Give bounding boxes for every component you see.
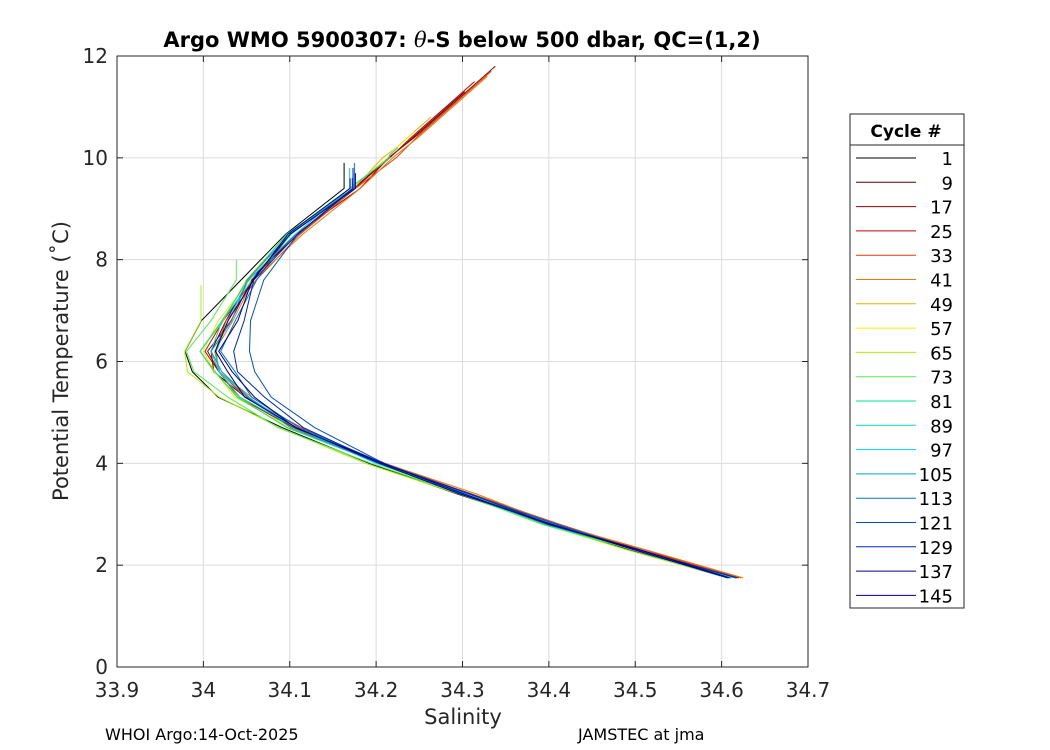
legend-label-65: 65 <box>930 343 953 364</box>
legend-label-33: 33 <box>930 246 953 267</box>
legend-entries: 1 9 17 25 33 41 49 57 65 73 81 89 97 105 113 121 129 137 1… <box>856 149 953 607</box>
x-tick-label: 34.4 <box>527 678 572 702</box>
y-axis-label: Potential Temperature (˚C) <box>49 221 73 501</box>
x-tick-label: 34.3 <box>440 678 485 702</box>
x-axis-label: Salinity <box>424 705 502 729</box>
legend-title: Cycle # <box>870 122 941 142</box>
legend-label-1: 1 <box>942 149 953 170</box>
title-prefix: Argo WMO 5900307: <box>163 28 414 52</box>
legend-label-25: 25 <box>930 222 953 243</box>
legend-label-73: 73 <box>930 368 953 389</box>
x-tick-label: 33.9 <box>95 678 140 702</box>
y-tick-label: 10 <box>83 146 108 170</box>
chart-title: Argo WMO 5900307: θ-S below 500 dbar, QC… <box>163 28 760 52</box>
legend-label-121: 121 <box>919 514 953 535</box>
title-theta: θ <box>414 28 427 52</box>
y-tick-label: 2 <box>95 553 108 577</box>
x-tick-label: 34 <box>191 678 216 702</box>
legend-box <box>849 113 965 609</box>
legend-label-41: 41 <box>930 271 953 292</box>
x-tick-label: 34.6 <box>699 678 744 702</box>
series-line-cycle-145 <box>214 178 729 579</box>
series-line-cycle-137 <box>218 173 730 579</box>
y-tick-label: 8 <box>95 248 108 272</box>
series-line-cycle-41 <box>214 76 744 579</box>
legend-label-113: 113 <box>919 489 953 510</box>
legend-label-57: 57 <box>930 319 953 340</box>
y-tick-label: 6 <box>95 350 108 374</box>
legend-label-81: 81 <box>930 392 953 413</box>
legend-label-137: 137 <box>919 562 953 583</box>
title-suffix: -S below 500 dbar, QC=(1,2) <box>427 28 761 52</box>
series-group <box>184 65 744 579</box>
x-tick-label: 34.5 <box>613 678 658 702</box>
legend-label-145: 145 <box>919 586 953 607</box>
x-tick-label: 34.1 <box>267 678 312 702</box>
y-tick-label: 12 <box>83 44 108 68</box>
plot-area: 33.9 34 34.1 34.2 34.3 34.4 34.5 34.6 34.7 0 2 4 6 8 1… <box>83 44 831 702</box>
x-tick-label: 34.2 <box>354 678 399 702</box>
legend-label-17: 17 <box>930 198 953 219</box>
y-tick-label: 4 <box>95 451 108 475</box>
legend-label-105: 105 <box>919 465 953 486</box>
legend-label-49: 49 <box>930 295 953 316</box>
footer-credit-left: WHOI Argo:14-Oct-2025 <box>105 725 299 744</box>
y-tick-label: 0 <box>95 655 108 679</box>
legend: Cycle # 1 9 17 25 33 41 49 57 65 73 81 89 97 105 113 12… <box>849 113 965 609</box>
legend-label-9: 9 <box>942 173 953 194</box>
legend-label-129: 129 <box>919 538 953 559</box>
legend-label-97: 97 <box>930 441 953 462</box>
series-line-cycle-121 <box>248 178 738 579</box>
footer-credit-right: JAMSTEC at jma <box>578 725 705 744</box>
x-tick-label: 34.7 <box>786 678 831 702</box>
series-line-cycle-33 <box>214 70 742 579</box>
ticks: 33.9 34 34.1 34.2 34.3 34.4 34.5 34.6 34.7 0 2 4 6 8 1… <box>83 44 831 702</box>
legend-label-89: 89 <box>930 416 953 437</box>
series-line-cycle-73 <box>185 259 728 579</box>
